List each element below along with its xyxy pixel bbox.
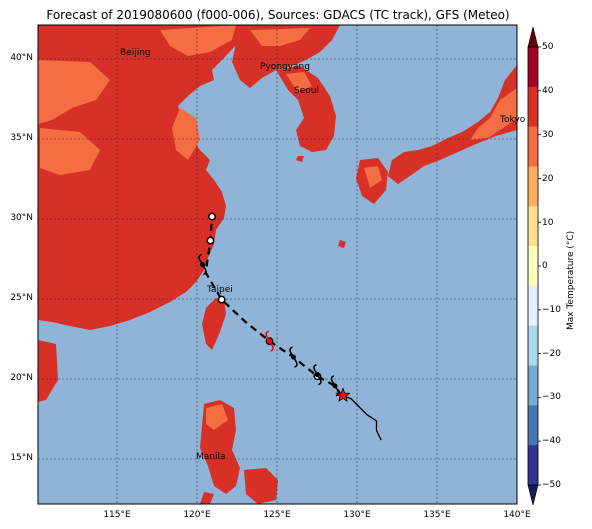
map-frame — [37, 24, 518, 505]
storm-icon-arm — [313, 363, 318, 374]
colorbar-extend-bottom — [527, 484, 539, 506]
land-china-hot-4 — [172, 108, 200, 160]
land-kyushu-hot — [364, 166, 382, 188]
storm-icon — [313, 363, 322, 386]
colorbar-tick-40: 40 — [542, 86, 554, 96]
colorbar-segment — [528, 246, 538, 287]
colorbar-extend-top — [527, 26, 539, 48]
storm-icon-arm — [265, 330, 270, 340]
storm-icon-arm — [198, 253, 203, 263]
lon-label-130: 130°E — [343, 510, 371, 520]
colorbar-tick-50: 50 — [542, 42, 554, 52]
track-point — [206, 236, 215, 245]
storm-icon-arm — [293, 358, 298, 368]
city-label-pyongyang: Pyongyang — [260, 62, 310, 72]
land-visayas — [244, 468, 278, 504]
colorbar-tick-m20: −20 — [542, 349, 561, 359]
storm-icon-center — [314, 372, 320, 378]
land-china-hot-1 — [38, 60, 110, 124]
colorbar-tick-0: 0 — [542, 261, 548, 271]
land-korea — [276, 66, 336, 152]
land-china-hot-2 — [160, 25, 236, 56]
track-past-line — [341, 394, 382, 441]
storm-icon — [265, 330, 274, 352]
storm-icon-arm — [202, 266, 207, 276]
colorbar-segment — [528, 365, 538, 406]
colorbar-segment — [528, 47, 538, 88]
current-position-star — [335, 387, 351, 403]
storm-icon-arm — [269, 342, 274, 352]
lat-label-15: 15°N — [10, 453, 33, 463]
colorbar-segment — [528, 206, 538, 247]
colorbar-segment — [528, 325, 538, 366]
land-japan-hot — [470, 88, 517, 140]
colorbar-tick-m40: −40 — [542, 436, 561, 446]
lat-label-30: 30°N — [10, 213, 33, 223]
colorbar-tick-m10: −10 — [542, 305, 561, 315]
colorbar-segment — [528, 86, 538, 127]
land-luzon-hot — [206, 404, 228, 430]
land-taiwan — [202, 298, 226, 350]
lon-label-140: 140°E — [503, 510, 531, 520]
map-title: Forecast of 2019080600 (f000-006), Sourc… — [46, 8, 510, 22]
storm-icon-center — [332, 383, 338, 389]
lon-label-120: 120°E — [183, 510, 211, 520]
colorbar-segment — [528, 285, 538, 327]
colorbar-tick-m50: −50 — [542, 480, 561, 490]
track-point — [208, 212, 216, 221]
colorbar-tick-20: 20 — [542, 174, 554, 184]
colorbar-tick-10: 10 — [542, 218, 554, 228]
track-point — [217, 295, 226, 304]
lat-label-35: 35°N — [10, 133, 33, 143]
lat-label-25: 25°N — [10, 293, 33, 303]
storm-icon-arm — [330, 375, 335, 385]
land-northeast-hot — [250, 28, 310, 46]
colorbar-segment — [528, 126, 538, 167]
storm-icon-center — [199, 262, 205, 267]
city-label-tokyo: Tokyo — [500, 115, 526, 125]
colorbar-tick-m30: −30 — [542, 392, 561, 402]
storm-icon — [198, 253, 207, 276]
colorbar — [527, 26, 541, 506]
colorbar-title: Max Temperature (°C) — [566, 230, 576, 330]
land-south-region — [38, 340, 58, 402]
storm-icon-arm — [317, 376, 322, 386]
lon-label-135: 135°E — [423, 510, 451, 520]
lat-label-40: 40°N — [10, 53, 33, 63]
land-japan-main — [388, 65, 517, 184]
colorbar-segment — [528, 166, 538, 207]
city-label-taipei: Taipei — [207, 285, 233, 295]
city-label-seoul: Seoul — [294, 86, 319, 96]
colorbar-segment — [528, 445, 538, 486]
land-korea-hot — [286, 72, 312, 92]
city-label-beijing: Beijing — [120, 48, 151, 58]
storm-icon — [289, 346, 298, 368]
lon-label-115: 115°E — [103, 510, 131, 520]
land-mindoro — [200, 492, 214, 504]
colorbar-segment — [528, 405, 538, 446]
storm-icon-arm — [289, 346, 294, 356]
land-china-hot-3 — [40, 128, 100, 175]
city-label-manila: Manila — [196, 452, 226, 462]
storm-icon-center — [267, 338, 273, 344]
track-layer — [198, 212, 382, 441]
lon-label-125: 125°E — [263, 510, 291, 520]
storm-icon-center — [290, 354, 296, 360]
lat-label-20: 20°N — [10, 373, 33, 383]
colorbar-tick-30: 30 — [542, 130, 554, 140]
